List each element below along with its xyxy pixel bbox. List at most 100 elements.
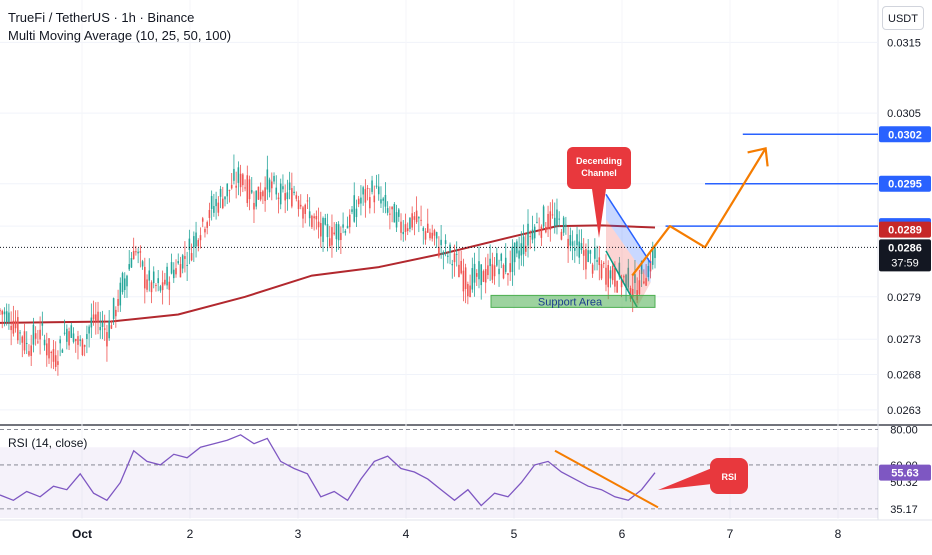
- candle-body: [386, 208, 389, 213]
- price-tick-label: 0.0263: [887, 405, 921, 417]
- candle-body: [86, 334, 88, 340]
- candle-body: [235, 185, 237, 188]
- candle-body: [623, 276, 625, 278]
- candle-body: [226, 183, 229, 197]
- candle-body: [21, 336, 24, 343]
- candle-body: [79, 339, 81, 341]
- candle-body: [28, 351, 30, 356]
- candle-body: [442, 251, 445, 255]
- candle-body: [380, 199, 382, 204]
- candle-body: [645, 278, 647, 286]
- candle-body: [168, 281, 171, 290]
- candle-body: [377, 186, 380, 195]
- candle-body: [302, 207, 304, 219]
- candle-body: [326, 224, 329, 238]
- candle-body: [335, 224, 338, 240]
- rsi-tick-label: 80.00: [890, 425, 918, 437]
- candle-body: [88, 326, 90, 334]
- candle-body: [404, 224, 407, 233]
- candle-body: [462, 270, 465, 292]
- candle-body: [357, 198, 360, 205]
- candle-body: [366, 187, 369, 189]
- candle-body: [631, 288, 634, 298]
- price-axis-badge: [879, 239, 931, 272]
- candle-body: [188, 238, 191, 250]
- candle-body: [130, 258, 133, 268]
- candle-body: [605, 267, 607, 285]
- candle-body: [246, 175, 249, 204]
- indicator-legend[interactable]: Multi Moving Average (10, 25, 50, 100): [8, 28, 232, 43]
- candle-body: [90, 317, 93, 328]
- candle-body: [453, 253, 456, 263]
- candle-body: [580, 243, 583, 251]
- candle-body: [582, 250, 585, 256]
- candle-body: [522, 236, 525, 255]
- candle-body: [629, 287, 632, 300]
- rsi-legend[interactable]: RSI (14, close): [8, 436, 88, 450]
- candle-body: [444, 240, 447, 244]
- candle-body: [489, 258, 491, 267]
- channel-upper-line: [605, 193, 652, 264]
- candle-body: [569, 235, 572, 246]
- candle-body: [101, 322, 104, 327]
- candle-body: [533, 226, 536, 239]
- candle-body: [598, 257, 601, 266]
- currency-button[interactable]: USDT: [882, 6, 924, 30]
- candle-body: [594, 247, 596, 259]
- candle-body: [41, 323, 44, 326]
- candle-body: [25, 342, 28, 344]
- candle-body: [364, 189, 367, 203]
- channel-callout-pointer: [592, 189, 606, 238]
- projection-path: [631, 147, 767, 277]
- candle-body: [210, 196, 213, 209]
- channel-callout-text: Channel: [581, 168, 617, 178]
- candle-body: [556, 209, 558, 226]
- candle-body: [199, 235, 202, 241]
- candle-body: [224, 196, 226, 200]
- candle-body: [37, 341, 39, 343]
- candle-body: [538, 230, 540, 232]
- support-area-label: Support Area: [538, 296, 603, 308]
- candle-body: [638, 280, 641, 294]
- rsi-value-badge: [879, 464, 931, 481]
- candle-body: [344, 230, 347, 233]
- candle-body: [14, 320, 17, 329]
- candle-body: [92, 314, 95, 320]
- candle-body: [511, 246, 514, 272]
- rsi-line: [0, 434, 656, 507]
- price-tick-label: 0.0268: [887, 370, 921, 382]
- candle-body: [3, 311, 6, 315]
- candle-body: [115, 309, 117, 317]
- candle-body: [464, 267, 467, 290]
- symbol-title[interactable]: TrueFi / TetherUS · 1h · Binance: [8, 10, 195, 25]
- price-axis-badge-text: 0.0295: [888, 179, 922, 191]
- candle-body: [150, 282, 153, 293]
- candle-body: [469, 285, 471, 298]
- candle-body: [117, 299, 119, 306]
- candle-body: [520, 243, 523, 256]
- candle-body: [529, 236, 532, 238]
- candle-body: [565, 224, 567, 227]
- candle-body: [393, 203, 396, 223]
- candle-body: [159, 286, 162, 291]
- rsi-value-text: 55.63: [891, 468, 919, 480]
- price-axis-badge-text: 0.0302: [888, 129, 922, 141]
- time-tick-label: 2: [187, 527, 194, 541]
- candle-body: [415, 210, 418, 223]
- candle-body: [616, 281, 618, 293]
- candle-body: [32, 324, 35, 345]
- candle-body: [351, 209, 353, 212]
- candle-body: [108, 320, 110, 339]
- time-tick-label: 5: [511, 527, 518, 541]
- rsi-callout-pointer: [658, 468, 712, 490]
- candle-body: [400, 221, 402, 233]
- candle-body: [531, 229, 534, 240]
- candle-body: [155, 285, 157, 287]
- candle-body: [77, 336, 79, 345]
- candle-body: [562, 217, 565, 233]
- candle-body: [253, 202, 255, 210]
- price-tick-label: 0.0273: [887, 334, 921, 346]
- candle-body: [34, 333, 37, 339]
- candle-body: [97, 311, 99, 322]
